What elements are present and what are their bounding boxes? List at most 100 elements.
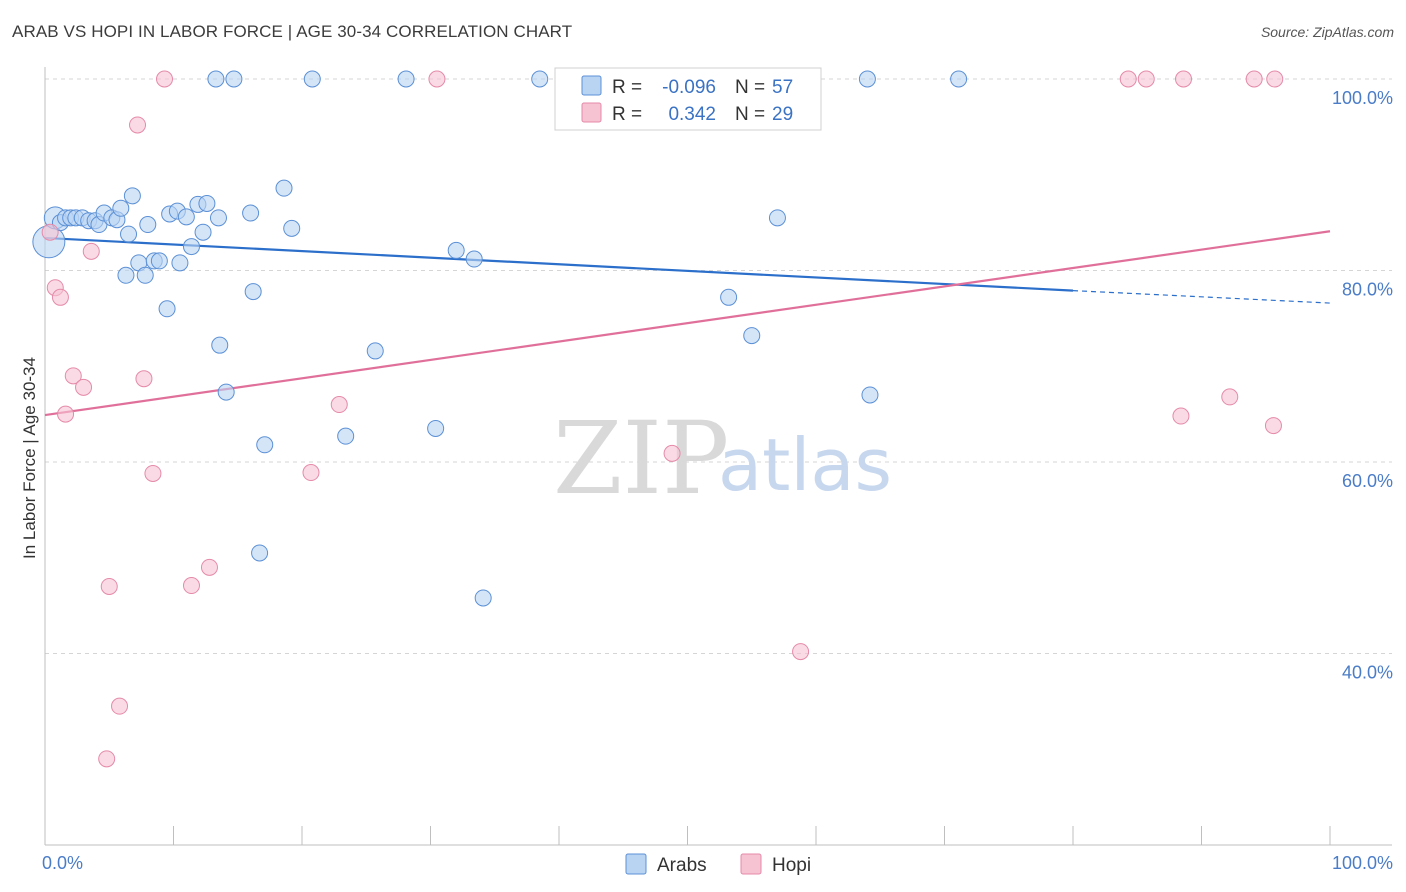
hopi-point-11 bbox=[135, 370, 153, 388]
arabs-point-32 bbox=[211, 336, 229, 354]
arabs-point-55 bbox=[397, 70, 415, 88]
watermark: ZIP atlas bbox=[553, 400, 892, 517]
arabs-point-40 bbox=[337, 427, 355, 445]
hopi-point-6 bbox=[82, 242, 100, 260]
hopi-point-14 bbox=[182, 577, 200, 595]
hopi-point-19 bbox=[663, 444, 681, 462]
hopi-point-5 bbox=[75, 378, 93, 396]
arabs-point-26 bbox=[177, 208, 195, 226]
hopi-point-24 bbox=[1172, 407, 1190, 425]
axes bbox=[44, 67, 1392, 846]
arabs-point-27 bbox=[182, 238, 200, 256]
legend-arabs-r-label: R = bbox=[612, 77, 642, 98]
legend-arabs-swatch bbox=[581, 75, 602, 96]
hopi-point-10 bbox=[129, 116, 147, 134]
y-axis-label: In Labor Force | Age 30-34 bbox=[20, 357, 39, 559]
arabs-point-30 bbox=[198, 194, 216, 212]
arabs-point-51 bbox=[950, 70, 968, 88]
y-tick-label-40: 40.0% bbox=[1342, 663, 1393, 683]
arabs-point-14 bbox=[117, 266, 135, 284]
arabs-point-46 bbox=[720, 288, 738, 306]
arabs-trend-line bbox=[44, 236, 1074, 292]
source-credit: Source: ZipAtlas.com bbox=[1260, 24, 1394, 40]
series-legend-hopi-label: Hopi bbox=[772, 855, 811, 876]
legend-hopi-n-label: N = bbox=[735, 104, 765, 125]
arabs-point-56 bbox=[531, 70, 549, 88]
arabs-point-35 bbox=[244, 283, 262, 301]
hopi-point-9 bbox=[111, 697, 129, 715]
grid-lines bbox=[45, 78, 1392, 654]
hopi-point-3 bbox=[57, 405, 75, 423]
arabs-point-41 bbox=[366, 342, 384, 360]
hopi-point-22 bbox=[1137, 70, 1155, 88]
hopi-point-21 bbox=[1119, 70, 1137, 88]
y-tick-label-80: 80.0% bbox=[1342, 280, 1393, 300]
arabs-point-39 bbox=[283, 219, 301, 237]
x-tick-labels: 0.0% 100.0% bbox=[42, 853, 1393, 873]
hopi-point-0 bbox=[41, 223, 59, 241]
legend-arabs-n-value: 57 bbox=[772, 77, 793, 98]
legend-arabs-r-value: -0.096 bbox=[662, 77, 716, 98]
y-tick-labels: 100.0% 80.0% 60.0% 40.0% bbox=[1332, 88, 1393, 683]
hopi-point-16 bbox=[302, 464, 320, 482]
arabs-point-43 bbox=[447, 241, 465, 259]
arabs-point-38 bbox=[275, 179, 293, 197]
legend-hopi-n-value: 29 bbox=[772, 104, 793, 125]
arabs-point-21 bbox=[150, 252, 168, 270]
arabs-point-50 bbox=[861, 386, 879, 404]
arabs-point-36 bbox=[251, 544, 269, 562]
arabs-point-29 bbox=[194, 223, 212, 241]
arabs-point-18 bbox=[136, 266, 154, 284]
hopi-point-28 bbox=[1266, 70, 1284, 88]
arabs-point-42 bbox=[427, 419, 445, 437]
arabs-trend-extension bbox=[1072, 290, 1331, 304]
arabs-point-34 bbox=[242, 204, 260, 222]
arabs-point-19 bbox=[139, 216, 157, 234]
arabs-point-16 bbox=[123, 187, 141, 205]
x-tick-label-0: 0.0% bbox=[42, 853, 83, 873]
arabs-point-25 bbox=[171, 254, 189, 272]
arabs-point-52 bbox=[207, 70, 225, 88]
data-points bbox=[32, 70, 1284, 768]
hopi-point-4 bbox=[64, 367, 82, 385]
arabs-point-22 bbox=[158, 300, 176, 318]
hopi-point-25 bbox=[1221, 388, 1239, 406]
legend-hopi-r-label: R = bbox=[612, 104, 642, 125]
x-tick-label-100: 100.0% bbox=[1332, 853, 1393, 873]
watermark-zip: ZIP bbox=[553, 400, 729, 517]
series-legend-arabs-label: Arabs bbox=[657, 855, 707, 876]
hopi-point-18 bbox=[428, 70, 446, 88]
trend-lines bbox=[44, 230, 1331, 417]
hopi-point-12 bbox=[144, 464, 162, 482]
chart-title: ARAB VS HOPI IN LABOR FORCE | AGE 30-34 … bbox=[12, 22, 573, 41]
arabs-point-49 bbox=[858, 70, 876, 88]
y-tick-label-100: 100.0% bbox=[1332, 88, 1393, 108]
hopi-point-27 bbox=[1264, 417, 1282, 435]
arabs-point-37 bbox=[256, 436, 274, 454]
hopi-point-23 bbox=[1175, 70, 1193, 88]
arabs-point-15 bbox=[120, 225, 138, 243]
arabs-point-44 bbox=[465, 250, 483, 268]
hopi-point-26 bbox=[1245, 70, 1263, 88]
hopi-point-8 bbox=[100, 577, 118, 595]
arabs-point-31 bbox=[209, 209, 227, 227]
hopi-point-7 bbox=[98, 750, 116, 768]
arabs-point-45 bbox=[474, 589, 492, 607]
arabs-point-13 bbox=[112, 199, 130, 217]
legend-arabs-n-label: N = bbox=[735, 77, 765, 98]
legend-hopi-r-value: 0.342 bbox=[668, 104, 716, 125]
arabs-point-54 bbox=[303, 70, 321, 88]
arabs-point-47 bbox=[743, 327, 761, 345]
legend: R = -0.096 N = 57 R = 0.342 N = 29 bbox=[554, 67, 822, 131]
hopi-point-13 bbox=[156, 70, 174, 88]
series-legend: Arabs Hopi bbox=[625, 853, 811, 876]
y-tick-label-60: 60.0% bbox=[1342, 471, 1393, 491]
hopi-point-17 bbox=[330, 396, 348, 414]
hopi-trend-line bbox=[44, 230, 1331, 417]
hopi-point-20 bbox=[792, 643, 810, 661]
series-legend-arabs-swatch bbox=[625, 853, 647, 875]
hopi-point-15 bbox=[200, 558, 218, 576]
hopi-point-2 bbox=[51, 288, 69, 306]
arabs-point-53 bbox=[225, 70, 243, 88]
